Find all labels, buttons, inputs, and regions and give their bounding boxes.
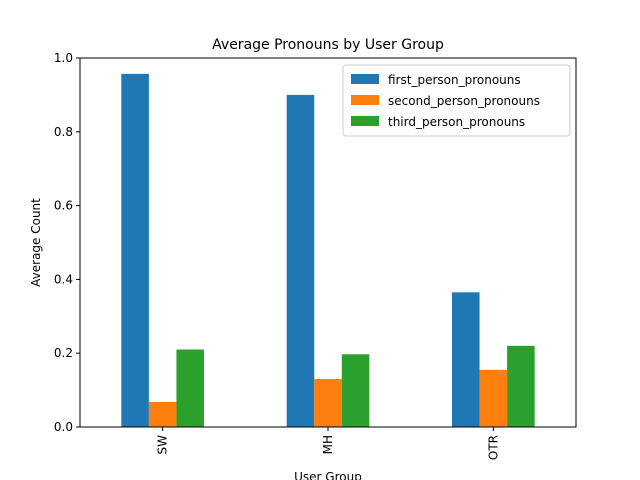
bar-first_person_pronouns-OTR bbox=[452, 292, 480, 427]
bar-third_person_pronouns-OTR bbox=[507, 345, 535, 427]
y-tick-label: 0.8 bbox=[54, 125, 73, 139]
legend-swatch-third_person_pronouns bbox=[351, 116, 379, 126]
bar-third_person_pronouns-MH bbox=[341, 354, 370, 427]
bar-third_person_pronouns-SW bbox=[176, 349, 204, 427]
legend-box bbox=[342, 64, 571, 137]
x-tick-label: OTR bbox=[486, 435, 500, 460]
y-axis-ticks: 0.0 0.2 0.4 0.6 0.8 1.0 bbox=[54, 51, 80, 434]
x-axis-label: User Group bbox=[294, 470, 362, 480]
y-tick-label: 1.0 bbox=[54, 51, 73, 65]
chart-title: Average Pronouns by User Group bbox=[212, 37, 444, 53]
bar-second_person_pronouns-OTR bbox=[479, 369, 508, 427]
y-axis-label: Average Count bbox=[29, 198, 43, 287]
bar-second_person_pronouns-MH bbox=[314, 379, 342, 427]
bar-first_person_pronouns-MH bbox=[286, 94, 315, 428]
bar-second_person_pronouns-SW bbox=[148, 401, 177, 427]
x-axis-ticks: SW MH OTR bbox=[156, 427, 500, 460]
legend-label-first_person_pronouns: first_person_pronouns bbox=[388, 73, 521, 87]
legend: first_person_pronouns second_person_prono… bbox=[342, 64, 571, 137]
y-tick-label: 0.0 bbox=[54, 420, 73, 434]
bar-first_person_pronouns-SW bbox=[121, 73, 149, 427]
y-tick-label: 0.4 bbox=[54, 272, 73, 286]
legend-label-third_person_pronouns: third_person_pronouns bbox=[388, 115, 525, 129]
x-tick-label: MH bbox=[321, 435, 335, 454]
legend-swatch-first_person_pronouns bbox=[351, 74, 379, 84]
legend-swatch-second_person_pronouns bbox=[351, 95, 379, 105]
y-tick-label: 0.6 bbox=[54, 199, 73, 213]
y-tick-label: 0.2 bbox=[54, 346, 73, 360]
x-tick-label: SW bbox=[156, 435, 170, 455]
legend-label-second_person_pronouns: second_person_pronouns bbox=[388, 94, 540, 108]
bars-group bbox=[121, 73, 535, 428]
